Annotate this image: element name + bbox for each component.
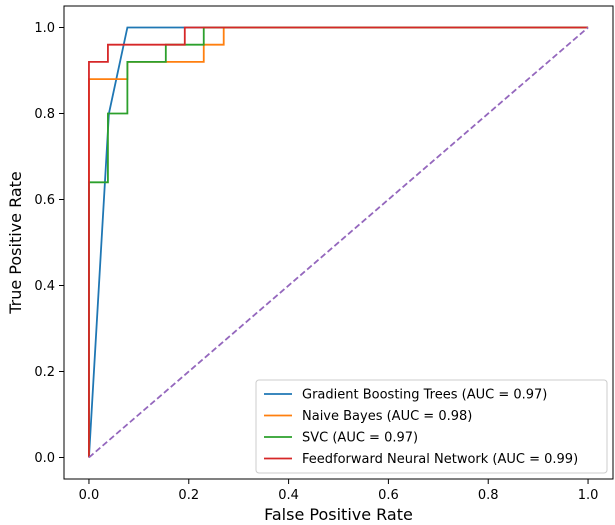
x-tick-label: 1.0 xyxy=(578,488,599,503)
y-tick-label: 0.4 xyxy=(34,279,55,294)
series-line-2 xyxy=(88,26,589,458)
x-tick-label: 0.6 xyxy=(378,488,399,503)
y-tick-label: 0.8 xyxy=(34,107,55,122)
x-tick-label: 0.4 xyxy=(278,488,299,503)
plot-frame xyxy=(63,5,614,480)
series-line-1 xyxy=(88,26,589,458)
y-tick-label: 0.6 xyxy=(34,193,55,208)
y-tick-label: 1.0 xyxy=(34,21,55,36)
series-line-3 xyxy=(88,26,589,458)
y-tick-label: 0.0 xyxy=(34,451,55,466)
chance-diagonal-line xyxy=(88,26,589,459)
series-layer xyxy=(88,26,589,459)
legend: Gradient Boosting Trees (AUC = 0.97) Naiv… xyxy=(255,379,608,474)
x-axis-ticks: 0.0 0.2 0.4 0.6 0.8 1.0 xyxy=(79,479,599,503)
legend-box xyxy=(255,379,608,474)
legend-label: Naive Bayes (AUC = 0.98) xyxy=(302,409,472,424)
legend-label: SVC (AUC = 0.97) xyxy=(302,431,418,446)
legend-label: Gradient Boosting Trees (AUC = 0.97) xyxy=(302,388,547,403)
x-tick-label: 0.8 xyxy=(478,488,499,503)
y-tick-label: 0.2 xyxy=(34,365,55,380)
x-axis-title: False Positive Rate xyxy=(264,505,413,524)
y-axis-ticks: 0.0 0.2 0.4 0.6 0.8 1.0 xyxy=(34,21,64,466)
x-tick-label: 0.0 xyxy=(79,488,100,503)
legend-label: Feedforward Neural Network (AUC = 0.99) xyxy=(302,452,578,467)
x-tick-label: 0.2 xyxy=(178,488,199,503)
y-axis-title: True Positive Rate xyxy=(6,171,25,315)
